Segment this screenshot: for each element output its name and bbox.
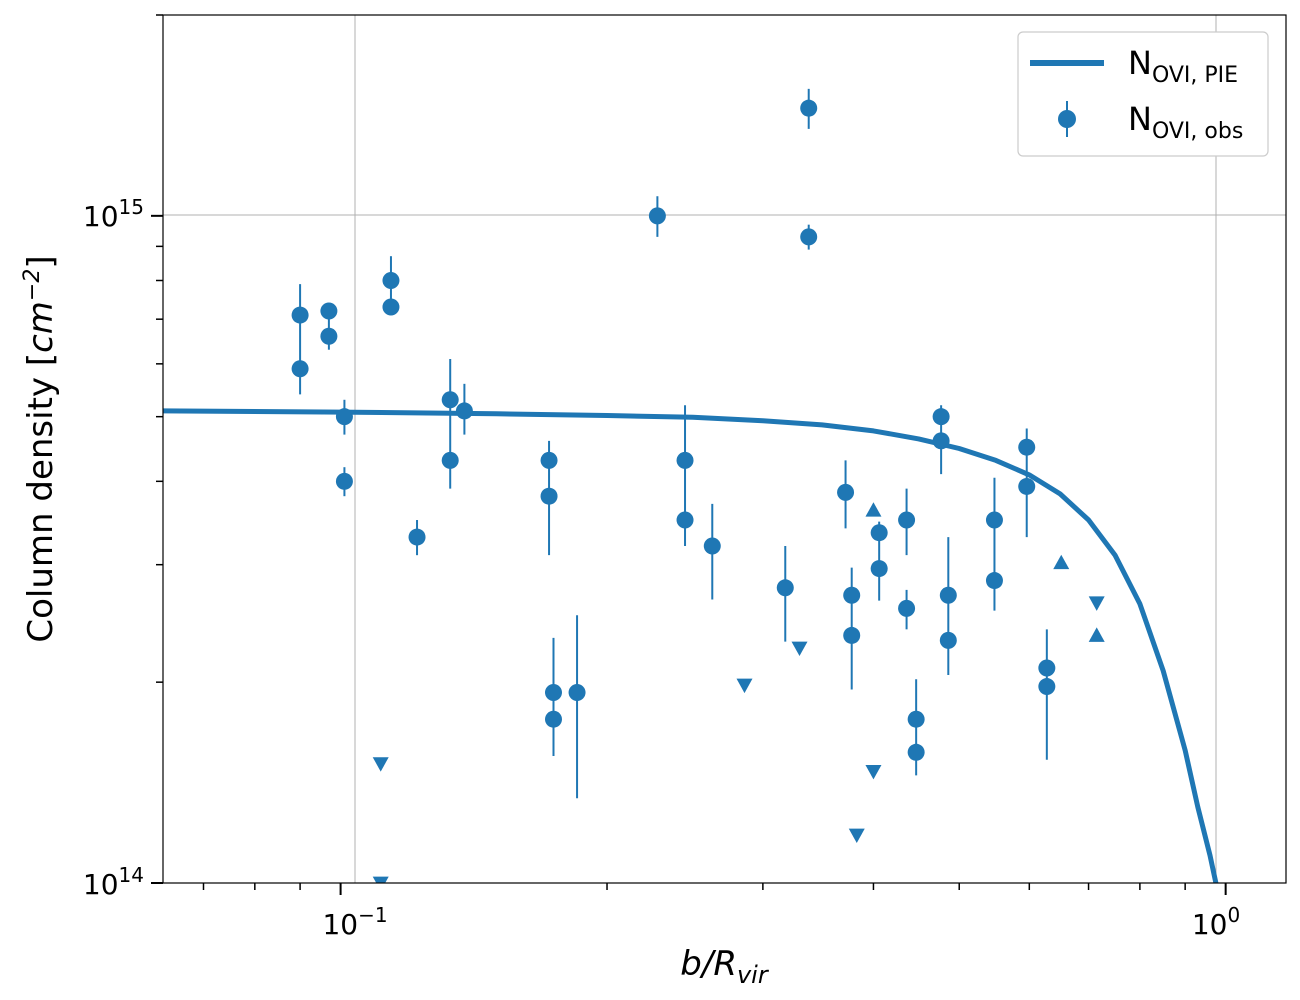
data-point [320, 302, 338, 320]
upper-limit-marker [372, 757, 389, 772]
data-point [676, 511, 694, 529]
data-point [837, 483, 855, 501]
data-point [907, 743, 925, 761]
data-point [703, 537, 721, 555]
legend-label-pie: NOVI, PIE [1128, 44, 1238, 88]
data-point [441, 391, 459, 409]
data-point [544, 683, 562, 701]
y-axis-label: Column density [cm−2] [20, 255, 61, 642]
data-point [985, 511, 1003, 529]
x-axis-label: b/Rvir [680, 944, 770, 989]
data-marks [163, 88, 1219, 883]
plot-area [163, 15, 1286, 883]
legend-marker-swatch [1058, 110, 1076, 128]
x-tick-labels: 10−1 100 [322, 903, 1240, 941]
data-point [776, 579, 794, 597]
data-point [335, 472, 353, 490]
data-point [932, 408, 950, 426]
y-tick-label-1e14: 1014 [83, 863, 144, 901]
data-point [335, 408, 353, 426]
data-point [676, 451, 694, 469]
grid [163, 15, 1286, 883]
x-tick-label-1: 100 [1192, 903, 1240, 941]
lower-limit-marker [1053, 554, 1070, 570]
x-tick-label-0.1: 10−1 [322, 903, 387, 941]
data-point [843, 626, 861, 644]
upper-limit-marker [791, 641, 808, 657]
data-point [441, 451, 459, 469]
data-point [382, 271, 400, 289]
upper-limit-marker [848, 828, 865, 844]
upper-limit-marker [865, 764, 882, 780]
data-point [898, 511, 916, 529]
plot-frame [162, 14, 1287, 884]
data-point [1018, 477, 1036, 495]
data-point [898, 599, 916, 617]
y-tick-labels: 1015 1014 [83, 195, 144, 901]
pie-model-curve [163, 408, 1219, 883]
axis-ticks [151, 14, 1227, 895]
data-point [544, 710, 562, 728]
lower-limit-marker [865, 502, 882, 517]
data-point [1018, 438, 1036, 456]
data-point [382, 298, 400, 316]
data-point [800, 228, 818, 246]
legend-label-obs: NOVI, obs [1128, 100, 1243, 144]
data-point [939, 631, 957, 649]
y-tick-label-1e15: 1015 [83, 195, 144, 233]
data-point [1038, 678, 1056, 696]
data-point [568, 683, 586, 701]
data-point [455, 402, 473, 420]
data-point [408, 528, 426, 546]
data-point [291, 360, 309, 378]
upper-limit-marker [1088, 596, 1105, 611]
data-point [540, 451, 558, 469]
data-point [907, 710, 925, 728]
data-point [843, 586, 861, 604]
upper-limit-marker [736, 678, 753, 694]
data-point [932, 432, 950, 450]
upper-limit-marker [372, 876, 389, 883]
data-point [291, 306, 309, 324]
data-point [939, 586, 957, 604]
data-point [985, 572, 1003, 590]
data-point [320, 327, 338, 345]
legend: NOVI, PIE NOVI, obs [1017, 31, 1269, 157]
lower-limit-marker [1088, 627, 1105, 642]
data-point [1038, 659, 1056, 677]
data-point [800, 99, 818, 117]
data-point [540, 487, 558, 505]
data-point [870, 524, 888, 542]
data-point [648, 207, 666, 225]
data-point [870, 560, 888, 578]
